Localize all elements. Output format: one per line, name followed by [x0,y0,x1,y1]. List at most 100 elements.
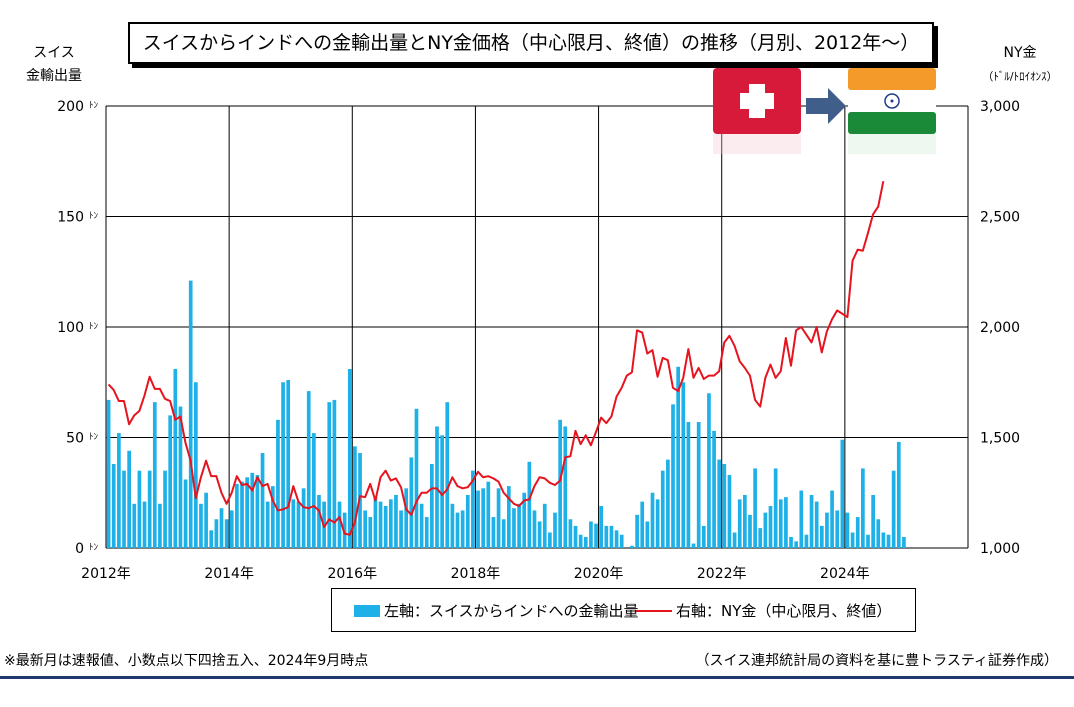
bar-mark [132,503,137,548]
left-tick-unit: ﾄﾝ [89,433,99,443]
bar-mark [496,488,501,548]
bar-mark [743,494,747,548]
bar-mark [748,514,752,548]
left-tick-label: 150 [57,210,84,226]
bar-mark [204,492,208,548]
left-tick-label: 0 [75,541,84,557]
bar-mark [337,501,342,548]
bar-mark [229,510,234,548]
bar-mark [819,525,824,548]
bar-mark [881,532,886,548]
bar-mark [573,525,578,548]
bar-mark [737,499,742,548]
bar-mark [845,512,850,548]
bar-mark [430,464,434,548]
gold-price-line [107,180,885,536]
bar-mark [784,497,788,548]
bar-mark [317,494,321,548]
bar-mark [152,402,157,548]
bar-mark [614,530,619,548]
bar-mark [106,399,111,548]
bar-mark [891,470,896,548]
bar-mark [147,470,152,548]
left-tick-unit: ﾄﾝ [89,322,99,332]
bar-mark [701,525,706,548]
x-tick-label: 2018年 [451,566,501,582]
bar-mark [558,419,562,548]
bar-mark [219,508,224,548]
bar-mark [599,506,604,548]
bar-mark [481,488,486,548]
chart-legend: 左軸：スイスからインドへの金輸出量 右軸：NY金（中心限月、終値） [331,588,916,632]
bar-mark [111,464,116,548]
bar-mark [142,501,147,548]
bar-mark [450,503,455,548]
left-tick-unit: ﾄﾝ [89,543,99,553]
bar-mark [578,534,583,548]
bar-mark [178,406,183,548]
bar-mark [312,433,316,548]
bar-mark [676,366,680,548]
left-axis-title: スイス 金輸出量 [14,42,94,88]
bar-mark [722,464,727,548]
right-tick-label: 2,000 [980,320,1020,336]
bar-mark [758,528,763,548]
right-axis-unit: （ﾄﾞﾙ/ﾄﾛｲｵﾝｽ） [982,70,1058,83]
bar-mark [809,494,814,548]
left-axis-title-line2: 金輸出量 [26,68,82,84]
legend-line-swatch [636,609,672,612]
bar-mark [568,519,573,548]
bar-mark [850,532,855,548]
bar-mark [245,477,249,548]
bar-mark [368,517,373,548]
bar-mark [840,439,845,548]
bar-mark [753,468,757,548]
bar-mark [435,426,439,548]
right-tick-label: 2,500 [980,210,1020,226]
bar-mark [168,415,173,548]
bar-mark [214,519,219,548]
bar-mark [717,459,722,548]
bar-mark [671,404,675,548]
bar-mark [712,430,716,548]
right-tick-label: 3,000 [980,99,1020,115]
bar-mark [645,521,650,548]
bar-mark [291,499,296,548]
bar-mark [835,510,840,548]
legend-bar-label: 左軸：スイスからインドへの金輸出量 [384,602,639,620]
bar-mark [419,503,424,548]
x-tick-label: 2016年 [327,566,377,582]
bar-mark [399,510,403,548]
bar-mark [666,459,670,548]
bar-mark [188,280,193,548]
bar-mark [506,486,511,548]
bar-mark [199,503,203,548]
x-tick-label: 2024年 [820,566,870,582]
bar-mark [773,468,778,548]
bar-mark [265,501,270,548]
right-axis-title-name: NY金 [1003,45,1037,61]
bar-mark [117,433,121,548]
x-tick-label: 2014年 [204,566,254,582]
bar-mark [696,422,701,548]
footer-rule [0,676,1074,679]
bar-mark [260,452,265,548]
bar-mark [332,399,337,548]
right-tick-label: 1,000 [980,541,1020,557]
bar-mark [296,501,301,548]
bar-mark [209,530,214,548]
bar-mark [255,475,260,548]
bar-mark [681,382,686,548]
bar-mark [553,512,557,548]
right-axis-title: NY金 （ﾄﾞﾙ/ﾄﾛｲｵﾝｽ） [966,42,1074,88]
bar-mark [445,402,450,548]
india-flag [848,68,936,154]
bar-mark [630,545,634,548]
bar-mark [276,419,280,548]
x-tick-label: 2020年 [574,566,624,582]
bar-mark [440,435,444,548]
bar-mark [799,490,804,548]
bar-mark [768,506,773,548]
bar-mark [306,391,311,548]
